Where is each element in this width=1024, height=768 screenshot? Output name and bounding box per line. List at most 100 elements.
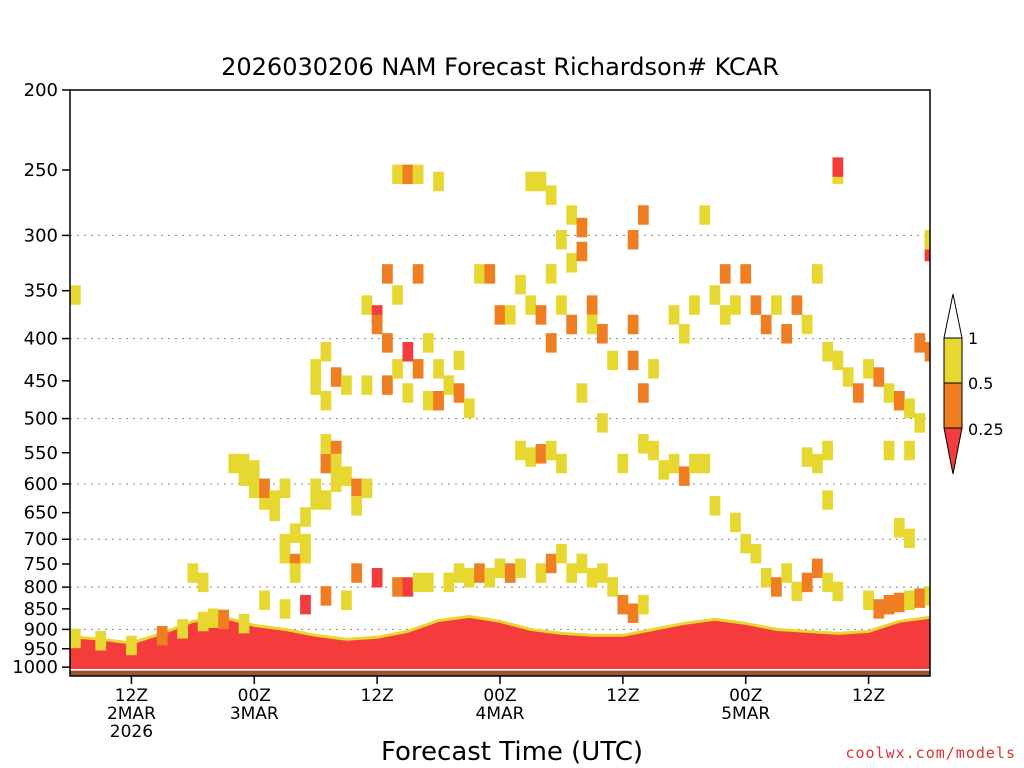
ri-cell-190 bbox=[607, 577, 618, 597]
ri-cell-79 bbox=[525, 295, 537, 315]
ri-cell-103 bbox=[607, 350, 618, 371]
y-tick-label-650: 650 bbox=[24, 503, 58, 524]
ri-cell-119 bbox=[709, 496, 721, 516]
ri-cell-12 bbox=[228, 453, 240, 474]
ri-cell-30 bbox=[310, 478, 322, 499]
ri-cell-19 bbox=[269, 501, 281, 522]
y-tick-label-950: 950 bbox=[24, 639, 58, 660]
ri-cell-107 bbox=[627, 350, 639, 371]
ri-cell-86 bbox=[566, 253, 578, 273]
ri-cell-203 bbox=[904, 590, 915, 611]
ri-cell-23 bbox=[289, 523, 301, 543]
ri-cell-155 bbox=[873, 367, 885, 387]
ri-cell-68 bbox=[463, 398, 475, 419]
ri-cell-63 bbox=[422, 390, 434, 411]
ri-cell-108 bbox=[637, 383, 649, 403]
ri-cell-120 bbox=[730, 512, 741, 533]
ri-cell-73 bbox=[433, 171, 444, 192]
ri-cell-9 bbox=[238, 613, 250, 634]
ri-cell-41 bbox=[320, 390, 332, 411]
ri-cell-64 bbox=[433, 359, 444, 379]
ri-cell-78 bbox=[515, 274, 526, 295]
ri-cell-176 bbox=[453, 563, 465, 583]
ri-cell-189 bbox=[597, 563, 608, 583]
legend-swatch-0 bbox=[943, 337, 963, 384]
ri-cell-42 bbox=[330, 367, 342, 387]
ri-cell-59 bbox=[402, 383, 414, 403]
ri-cell-169 bbox=[832, 157, 844, 177]
ri-cell-50 bbox=[361, 375, 373, 395]
ri-cell-67 bbox=[453, 383, 465, 403]
ri-cell-74 bbox=[474, 264, 485, 284]
ri-cell-161 bbox=[924, 241, 930, 262]
ri-cell-43 bbox=[341, 375, 352, 395]
y-tick-label-200: 200 bbox=[24, 80, 58, 101]
ri-cell-75 bbox=[484, 264, 496, 284]
ri-cell-159 bbox=[914, 413, 926, 433]
legend: 1 0.5 0.25 bbox=[943, 293, 1004, 475]
ri-cell-91 bbox=[586, 314, 598, 335]
ri-cell-90 bbox=[586, 295, 598, 315]
ri-cell-3 bbox=[126, 635, 137, 656]
ri-cell-160 bbox=[914, 333, 926, 353]
ri-cell-173 bbox=[412, 572, 424, 593]
ri-cell-158 bbox=[904, 398, 915, 419]
ri-cell-128 bbox=[740, 264, 752, 284]
ri-cell-149 bbox=[832, 581, 844, 602]
ri-cell-179 bbox=[484, 567, 496, 588]
ri-cell-105 bbox=[627, 229, 639, 250]
ri-cell-191 bbox=[617, 594, 629, 615]
ri-cell-157 bbox=[893, 390, 905, 411]
ri-cell-135 bbox=[812, 264, 823, 284]
ri-cell-144 bbox=[781, 563, 793, 583]
ri-cell-37 bbox=[330, 472, 342, 493]
ri-cell-196 bbox=[300, 594, 311, 615]
ri-cell-186 bbox=[566, 563, 578, 583]
ri-cell-165 bbox=[904, 440, 915, 461]
ri-cell-83 bbox=[556, 229, 567, 250]
ri-cell-24 bbox=[279, 543, 291, 564]
ri-cell-136 bbox=[801, 447, 813, 467]
ri-cell-171 bbox=[392, 577, 403, 597]
x-tick-date-5: 5MAR bbox=[721, 704, 770, 724]
ri-cell-139 bbox=[822, 490, 833, 510]
ri-cell-66 bbox=[443, 375, 455, 395]
ri-cell-126 bbox=[719, 305, 731, 325]
y-tick-label-1000: 1000 bbox=[12, 657, 58, 678]
ri-cell-15 bbox=[248, 460, 260, 480]
ri-cell-55 bbox=[382, 375, 393, 395]
ri-cell-104 bbox=[617, 453, 629, 474]
y-tick-label-700: 700 bbox=[24, 529, 58, 550]
ri-cell-172 bbox=[402, 577, 414, 597]
ri-cell-61 bbox=[412, 359, 424, 379]
ri-cell-72 bbox=[412, 164, 424, 185]
ri-cell-28 bbox=[300, 533, 311, 554]
ri-cell-22 bbox=[279, 533, 291, 554]
ri-cell-54 bbox=[382, 333, 393, 353]
y-tick-label-900: 900 bbox=[24, 619, 58, 640]
ri-cell-21 bbox=[279, 478, 291, 499]
ri-cell-36 bbox=[330, 453, 342, 474]
ri-cell-84 bbox=[556, 295, 567, 315]
ri-cell-96 bbox=[515, 440, 526, 461]
x-tick-label-6: 12Z bbox=[852, 686, 885, 706]
ri-cell-122 bbox=[678, 324, 690, 344]
ri-cell-117 bbox=[699, 205, 711, 225]
ri-cell-76 bbox=[494, 305, 506, 325]
ri-cell-137 bbox=[812, 453, 823, 474]
ri-cell-57 bbox=[392, 359, 403, 379]
credit-link[interactable]: coolwx.com/models bbox=[845, 744, 1016, 762]
ri-cell-81 bbox=[545, 264, 557, 284]
ri-cell-193 bbox=[637, 594, 649, 615]
legend-swatch-1 bbox=[943, 382, 963, 429]
y-tick-label-850: 850 bbox=[24, 599, 58, 620]
ri-cell-125 bbox=[719, 264, 731, 284]
ri-cell-170 bbox=[371, 567, 383, 588]
ri-cell-16 bbox=[248, 478, 260, 499]
ri-cell-163 bbox=[924, 341, 930, 362]
x-tick-label-1: 00Z bbox=[238, 686, 271, 706]
x-tick-date-1: 3MAR bbox=[230, 704, 279, 724]
ri-cell-113 bbox=[658, 460, 670, 480]
